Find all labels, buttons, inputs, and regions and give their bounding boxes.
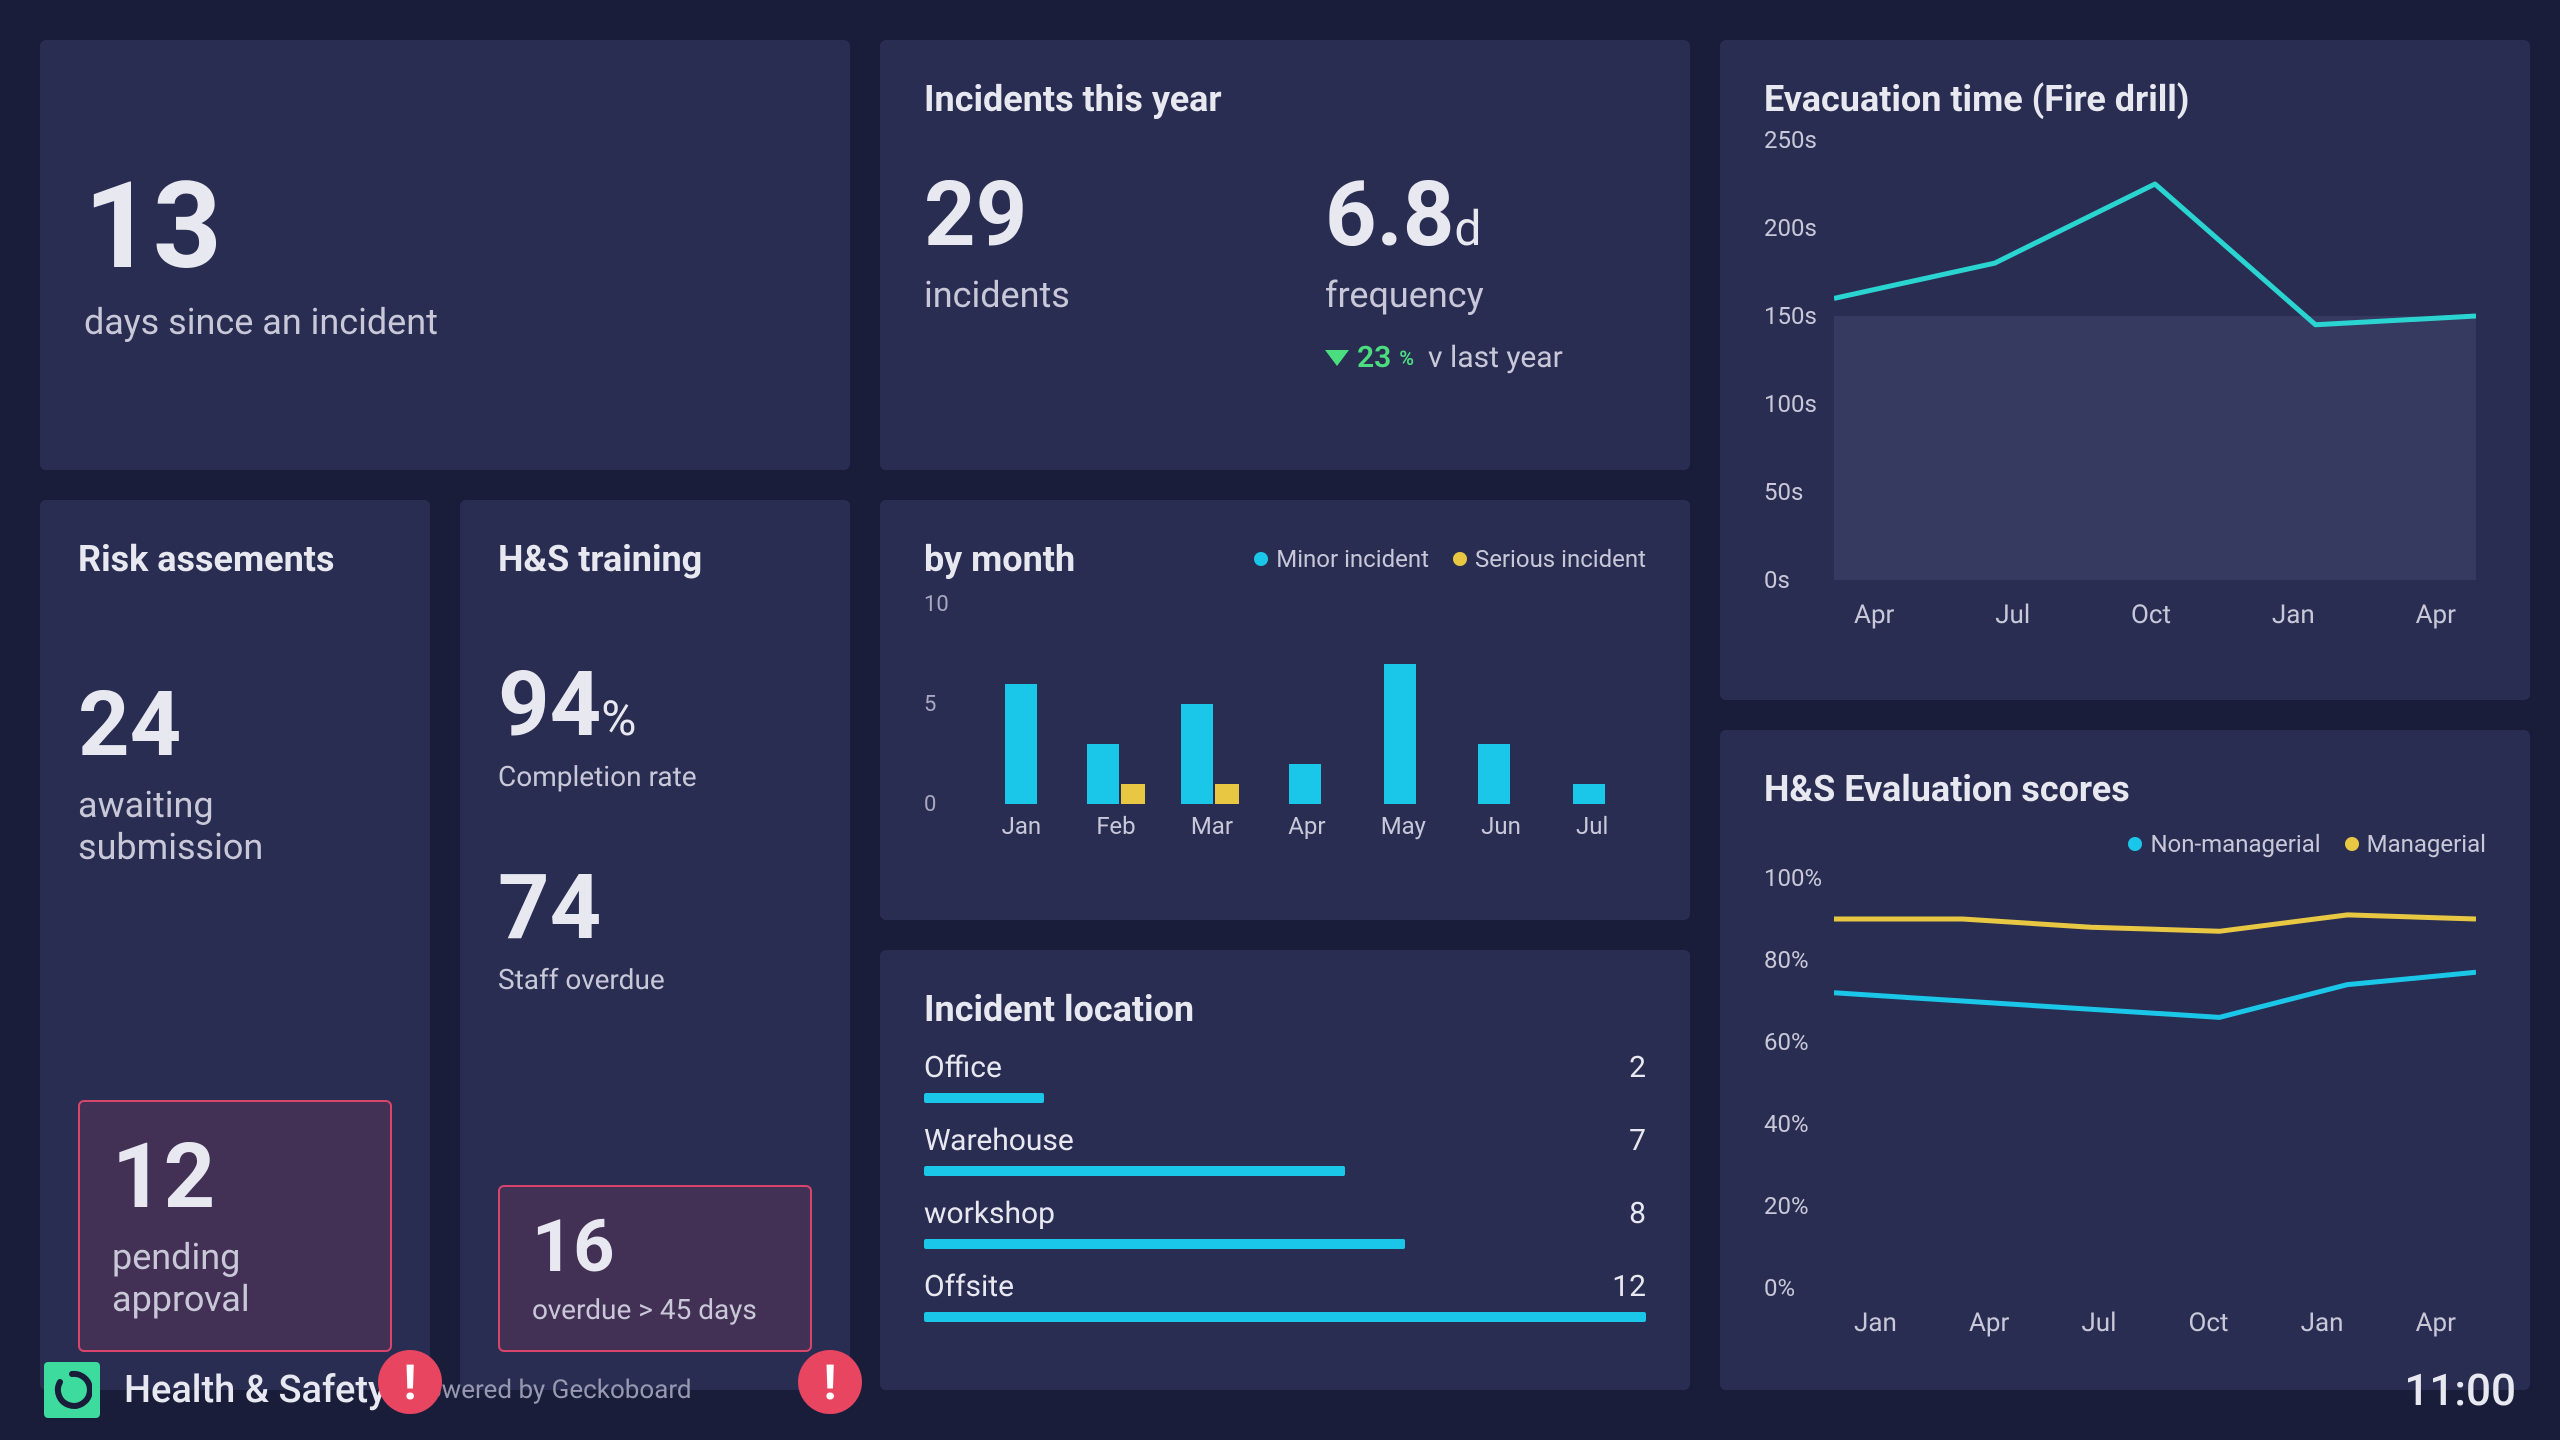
incidents-year-card: Incidents this year 29 incidents 6.8d fr… bbox=[880, 40, 1690, 470]
days-since-card: 13 days since an incident bbox=[40, 40, 850, 470]
legend-minor: Minor incident bbox=[1254, 545, 1429, 573]
training-overdue-label: Staff overdue bbox=[498, 963, 812, 996]
by-month-legend: Minor incident Serious incident bbox=[1254, 545, 1646, 573]
days-since-value: 13 bbox=[84, 167, 806, 287]
down-arrow-icon bbox=[1325, 350, 1349, 366]
risk-card: Risk assements 24 awaiting submission 12… bbox=[40, 500, 430, 1390]
training-critical-label: overdue > 45 days bbox=[532, 1293, 778, 1326]
incidents-freq-value: 6.8d bbox=[1325, 170, 1646, 260]
training-critical-alert: 16 overdue > 45 days bbox=[498, 1185, 812, 1352]
hs-eval-chart: 0%20%40%60%80%100%JanAprJulOctJanApr bbox=[1764, 878, 2486, 1338]
incidents-count-value: 29 bbox=[924, 170, 1245, 260]
training-completion-value: 94% bbox=[498, 660, 812, 750]
risk-awaiting-value: 24 bbox=[78, 680, 392, 770]
incident-location-card: Incident location Office2 Warehouse7 works… bbox=[880, 950, 1690, 1390]
days-since-label: days since an incident bbox=[84, 301, 806, 343]
risk-awaiting-label: awaiting submission bbox=[78, 784, 392, 868]
incident-location-title: Incident location bbox=[924, 988, 1646, 1030]
risk-title: Risk assements bbox=[78, 538, 392, 580]
risk-pending-alert: 12 pending approval bbox=[78, 1100, 392, 1352]
location-row: Office2 bbox=[924, 1050, 1646, 1103]
risk-pending-value: 12 bbox=[112, 1132, 358, 1222]
training-critical-value: 16 bbox=[532, 1211, 778, 1283]
footer-time: 11:00 bbox=[2404, 1364, 2516, 1416]
by-month-card: by month Minor incident Serious incident… bbox=[880, 500, 1690, 920]
location-row: workshop8 bbox=[924, 1196, 1646, 1249]
footer-title: Health & Safety bbox=[124, 1368, 387, 1412]
geckoboard-logo-icon bbox=[44, 1362, 100, 1418]
incidents-freq-label: frequency bbox=[1325, 274, 1646, 316]
training-title: H&S training bbox=[498, 538, 812, 580]
incidents-count-metric: 29 incidents bbox=[924, 170, 1245, 375]
hs-eval-card: H&S Evaluation scores Non-managerial Man… bbox=[1720, 730, 2530, 1390]
incidents-delta: 23% v last year bbox=[1325, 340, 1646, 375]
evacuation-title: Evacuation time (Fire drill) bbox=[1764, 78, 2486, 120]
legend-nonmgr: Non-managerial bbox=[2128, 830, 2320, 858]
training-overdue-value: 74 bbox=[498, 863, 812, 953]
footer-powered: Powered by Geckoboard bbox=[411, 1375, 692, 1405]
by-month-title: by month bbox=[924, 538, 1075, 580]
location-row: Offsite12 bbox=[924, 1269, 1646, 1322]
alert-icon: ! bbox=[798, 1350, 862, 1414]
evacuation-chart: 0s50s100s150s200s250sAprJulOctJanApr bbox=[1764, 140, 2486, 630]
risk-pending-label: pending approval bbox=[112, 1236, 358, 1320]
evacuation-card: Evacuation time (Fire drill) 0s50s100s15… bbox=[1720, 40, 2530, 700]
risk-training-row: Risk assements 24 awaiting submission 12… bbox=[40, 500, 850, 1390]
location-list: Office2 Warehouse7 workshop8 Offsite12 bbox=[924, 1050, 1646, 1322]
hs-eval-title: H&S Evaluation scores bbox=[1764, 768, 2486, 810]
training-completion-label: Completion rate bbox=[498, 760, 812, 793]
location-row: Warehouse7 bbox=[924, 1123, 1646, 1176]
training-card: H&S training 94% Completion rate 74 Staf… bbox=[460, 500, 850, 1390]
alert-icon: ! bbox=[378, 1350, 442, 1414]
incidents-freq-metric: 6.8d frequency 23% v last year bbox=[1325, 170, 1646, 375]
legend-mgr: Managerial bbox=[2345, 830, 2486, 858]
incidents-year-title: Incidents this year bbox=[924, 78, 1646, 120]
legend-serious: Serious incident bbox=[1453, 545, 1646, 573]
by-month-chart: 0510JanFebMarAprMayJunJul bbox=[924, 600, 1646, 840]
hs-eval-legend: Non-managerial Managerial bbox=[1764, 830, 2486, 858]
incidents-count-label: incidents bbox=[924, 274, 1245, 316]
